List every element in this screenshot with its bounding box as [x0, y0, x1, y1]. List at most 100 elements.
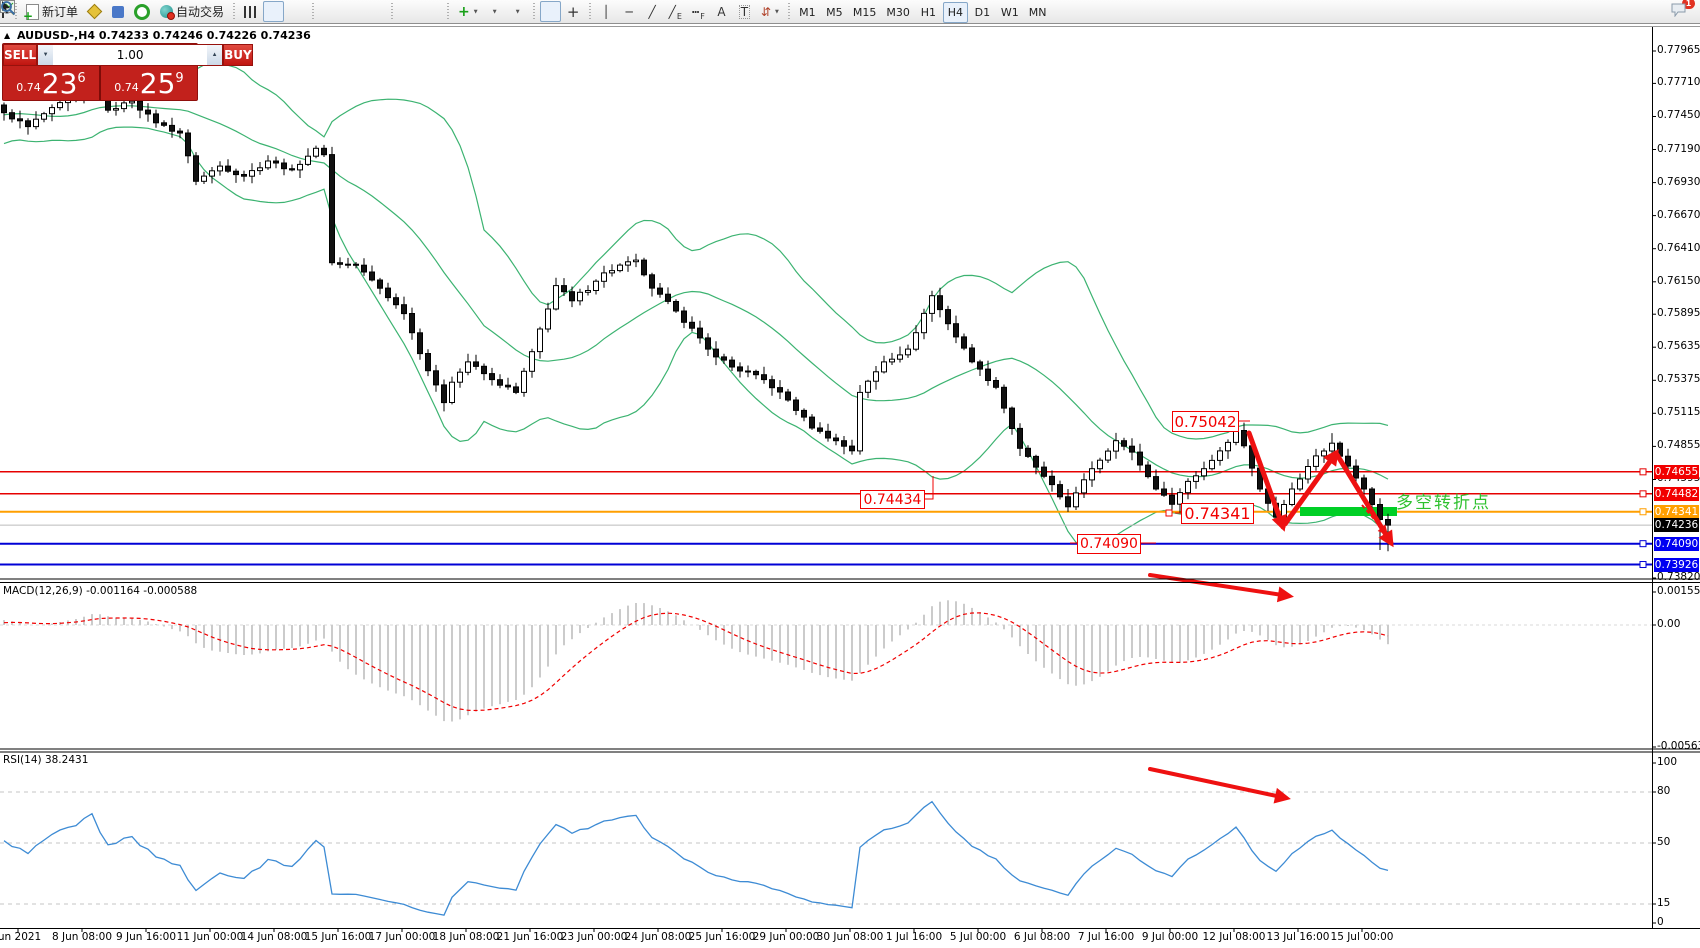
- sell-price-prefix: 0.74: [16, 81, 41, 94]
- cursor-button[interactable]: [2, 1, 561, 22]
- candle-body: [9, 112, 15, 120]
- timeframe-d1[interactable]: D1: [970, 2, 995, 23]
- candle-body: [937, 295, 943, 311]
- horizontal-level-lines[interactable]: [0, 468, 1652, 569]
- candle-body: [481, 365, 487, 375]
- auto-scroll-button[interactable]: [0, 1, 419, 22]
- toolbar-grip[interactable]: [391, 3, 394, 20]
- candle-body: [1081, 479, 1087, 494]
- chat-button[interactable]: 1: [1670, 0, 1695, 22]
- line-chart-button[interactable]: [0, 1, 307, 22]
- candlestick-chart-button[interactable]: [1, 0, 285, 22]
- main-toolbar: + 新订单 自动交易 + ▼ ▼ ▼ + │ ─ ╱ ╱ E ┅ F A: [0, 0, 1700, 24]
- price-callout-0.74341[interactable]: 0.74341: [1181, 503, 1254, 524]
- timeframe-w1[interactable]: W1: [997, 2, 1023, 23]
- candle-body: [465, 361, 471, 373]
- bb-lower-band: [3, 126, 1389, 549]
- toolbar-grip[interactable]: [588, 3, 591, 20]
- panel-collapse-icon[interactable]: ▲: [4, 31, 11, 40]
- candlestick-series[interactable]: [1, 76, 1391, 552]
- time-axis-label: 29 Jun 00:00: [752, 931, 820, 943]
- horizontal-line-tool[interactable]: ─: [619, 1, 640, 22]
- candle-body: [281, 162, 287, 170]
- toolbar-grip[interactable]: [447, 3, 450, 20]
- volume-input[interactable]: [53, 45, 208, 65]
- candle-body: [993, 380, 999, 388]
- volume-decrease-button[interactable]: ▼: [38, 45, 54, 65]
- candle-body: [953, 323, 959, 338]
- toolbar-grip[interactable]: [532, 3, 535, 20]
- timeframe-h4[interactable]: H4: [942, 1, 968, 23]
- search-button[interactable]: [1, 1, 1668, 22]
- candle-body: [873, 371, 879, 382]
- crosshair-icon: +: [566, 2, 580, 21]
- buy-price[interactable]: 0.74 25 9: [101, 66, 197, 100]
- candle-body: [1137, 451, 1143, 466]
- candle-body: [369, 271, 375, 281]
- time-axis-label: 21 Jun 16:00: [496, 931, 564, 943]
- timeframe-h1[interactable]: H1: [916, 2, 941, 23]
- toolbar-grip[interactable]: [233, 3, 236, 20]
- timeframe-m30[interactable]: M30: [882, 2, 914, 23]
- vertical-line-tool[interactable]: │: [596, 1, 617, 22]
- candle-body: [1033, 455, 1039, 468]
- timeframe-mn[interactable]: MN: [1025, 2, 1051, 23]
- timeframe-m1[interactable]: M1: [795, 2, 820, 23]
- equidistant-channel-tool[interactable]: ╱ E: [665, 1, 686, 22]
- timeframe-m15[interactable]: M15: [849, 2, 881, 23]
- toolbar-grip[interactable]: [15, 3, 17, 20]
- sell-button[interactable]: SELL: [3, 44, 38, 66]
- candle-body: [641, 259, 647, 276]
- toolbar-grip[interactable]: [312, 3, 315, 20]
- signals-button[interactable]: [130, 1, 154, 22]
- timeframe-m5[interactable]: M5: [822, 2, 847, 23]
- chevron-down-icon: ▼: [473, 8, 478, 15]
- auto-trading-button[interactable]: 自动交易: [156, 1, 228, 22]
- volume-increase-button[interactable]: ▲: [207, 45, 223, 65]
- chart-shift-button[interactable]: [1, 1, 442, 22]
- candle-body: [657, 287, 663, 295]
- sell-price[interactable]: 0.74 23 6: [3, 66, 101, 100]
- trendline-tool[interactable]: ╱: [642, 1, 663, 22]
- time-axis-label: 13 Jul 16:00: [1266, 931, 1330, 943]
- price-callout-0.74434[interactable]: 0.74434: [860, 490, 925, 509]
- zoom-in-button[interactable]: [0, 0, 340, 22]
- tile-windows-button[interactable]: [0, 0, 386, 22]
- text-tool-icon: A: [717, 4, 726, 19]
- price-callout-0.75042[interactable]: 0.75042: [1172, 411, 1239, 432]
- zoom-out-button[interactable]: [0, 0, 363, 22]
- rsi-line: [3, 800, 1389, 916]
- candle-body: [113, 108, 119, 111]
- arrows-tool[interactable]: ⇵ ▼: [757, 1, 783, 22]
- periods-button[interactable]: ▼: [0, 0, 505, 22]
- turning-point-label[interactable]: 多空转折点: [1396, 493, 1491, 513]
- toolbar-grip[interactable]: [787, 3, 790, 20]
- trend-arrow-annotations[interactable]: [925, 420, 1394, 804]
- buy-button[interactable]: BUY: [223, 44, 253, 66]
- new-order-button[interactable]: + 新订单: [22, 1, 82, 23]
- market-watch-button[interactable]: [84, 1, 105, 22]
- indicators-button[interactable]: + ▼: [454, 1, 482, 22]
- support-zone-rectangle[interactable]: [1300, 507, 1397, 516]
- candle-body: [985, 368, 991, 382]
- crosshair-button[interactable]: +: [563, 1, 584, 22]
- buy-price-prefix: 0.74: [114, 81, 139, 94]
- templates-button[interactable]: ▼: [0, 0, 528, 22]
- candle-body: [1049, 475, 1055, 486]
- price-callout-0.74090[interactable]: 0.74090: [1077, 534, 1141, 554]
- candle-body: [1097, 459, 1103, 470]
- data-window-button[interactable]: [107, 1, 128, 22]
- candle-body: [361, 264, 367, 273]
- candle-body: [1001, 386, 1007, 409]
- text-tool[interactable]: A: [711, 1, 732, 22]
- bar-chart-button[interactable]: [240, 1, 261, 22]
- price-axis-label: 0.76670: [1657, 208, 1700, 221]
- candle-body: [593, 280, 599, 292]
- fibonacci-tool[interactable]: ┅ F: [688, 1, 709, 22]
- chevron-down-icon: ▼: [492, 8, 497, 15]
- candle-body: [849, 445, 855, 452]
- candle-body: [1161, 488, 1167, 496]
- text-label-tool[interactable]: T: [734, 1, 755, 22]
